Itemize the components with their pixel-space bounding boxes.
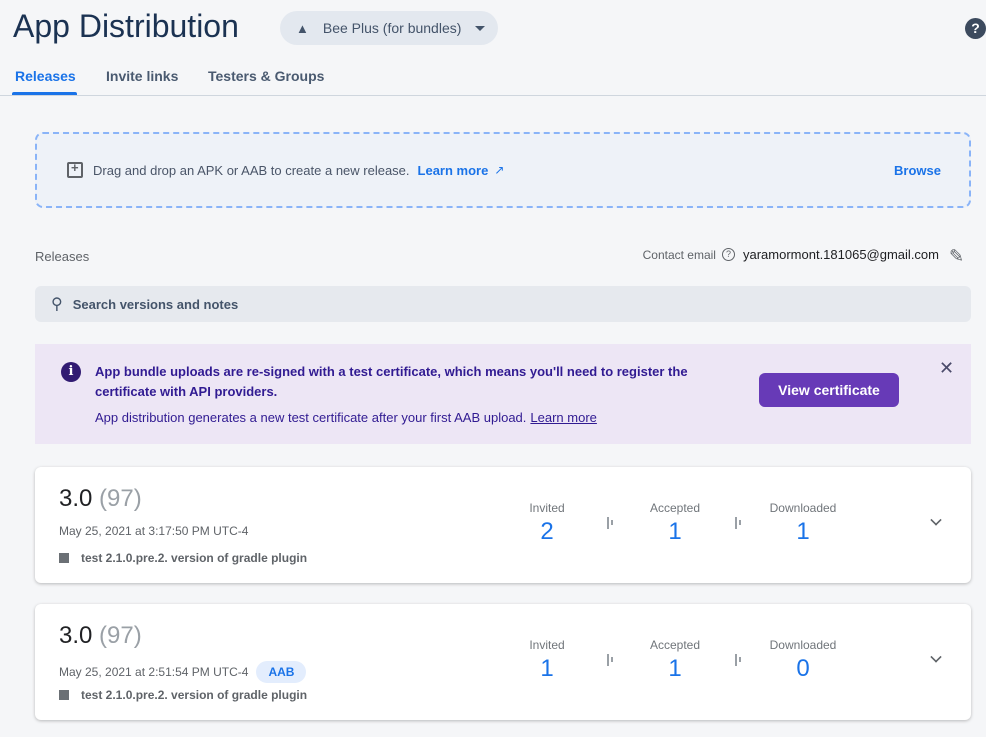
funnel-icon [735, 517, 743, 529]
banner-learn-more-link[interactable]: Learn more [530, 410, 597, 425]
notes-icon [59, 690, 69, 700]
release-date: May 25, 2021 at 2:51:54 PM UTC-4 AAB [59, 661, 307, 683]
edit-pencil-icon[interactable]: ✎ [949, 246, 965, 266]
search-input[interactable] [72, 296, 873, 312]
external-link-icon: ↗ [494, 163, 505, 177]
accepted-stat: Accepted 1 [649, 501, 701, 545]
release-card[interactable]: 3.0 (97) May 25, 2021 at 2:51:54 PM UTC-… [35, 604, 971, 720]
banner-submessage-text: App distribution generates a new test ce… [95, 410, 527, 425]
help-icon[interactable]: ? [965, 18, 986, 39]
tab-releases[interactable]: Releases [15, 68, 76, 84]
downloaded-stat: Downloaded 1 [769, 501, 837, 545]
funnel-icon [735, 654, 743, 666]
learn-more-link[interactable]: Learn more [417, 162, 489, 178]
release-notes: test 2.1.0.pre.2. version of gradle plug… [59, 551, 307, 565]
search-bar: ⚲ [35, 286, 971, 322]
dropzone-text: Drag and drop an APK or AAB to create a … [93, 162, 410, 178]
aab-badge: AAB [256, 661, 307, 683]
invited-stat: Invited 2 [529, 501, 565, 545]
tab-invite-links[interactable]: Invite links [106, 68, 179, 84]
help-circle-icon[interactable]: ? [721, 248, 735, 261]
release-version: 3.0 (97) [59, 485, 142, 512]
banner-message: App bundle uploads are re-signed with a … [95, 364, 688, 399]
build-number: (97) [99, 622, 142, 649]
build-number: (97) [99, 485, 142, 512]
accepted-stat: Accepted 1 [649, 638, 701, 682]
app-selector[interactable]: ▲ Bee Plus (for bundles) [280, 11, 498, 45]
app-selector-label: Bee Plus (for bundles) [322, 20, 462, 36]
releases-label: Releases [35, 249, 90, 264]
release-notes: test 2.1.0.pre.2. version of gradle plug… [59, 688, 307, 702]
info-icon: i [61, 362, 81, 382]
banner-submessage: App distribution generates a new test ce… [95, 410, 597, 425]
add-file-icon [67, 160, 83, 178]
funnel-icon [607, 517, 615, 529]
page-title: App Distribution [13, 8, 239, 44]
notes-icon [59, 553, 69, 563]
release-date: May 25, 2021 at 3:17:50 PM UTC-4 [59, 524, 249, 538]
release-card[interactable]: 3.0 (97) May 25, 2021 at 3:17:50 PM UTC-… [35, 467, 971, 583]
downloaded-stat: Downloaded 0 [769, 638, 837, 682]
contact-email-label: Contact email [642, 247, 716, 262]
android-icon: ▲ [296, 20, 309, 36]
contact-email: Contact email ? yaramormont.181065@gmail… [643, 247, 939, 262]
release-version: 3.0 (97) [59, 622, 142, 649]
upload-dropzone[interactable]: Drag and drop an APK or AAB to create a … [35, 132, 971, 208]
divider [0, 95, 986, 96]
browse-button[interactable]: Browse [894, 162, 941, 178]
caret-down-icon [475, 25, 486, 31]
certificate-banner: i App bundle uploads are re-signed with … [35, 344, 971, 444]
search-icon: ⚲ [51, 296, 63, 313]
tab-testers-groups[interactable]: Testers & Groups [208, 68, 325, 84]
invited-stat: Invited 1 [529, 638, 565, 682]
funnel-icon [607, 654, 615, 666]
chevron-down-icon[interactable] [930, 651, 942, 663]
close-icon[interactable]: ✕ [939, 358, 955, 378]
active-tab-indicator [12, 92, 77, 95]
view-certificate-button[interactable]: View certificate [759, 373, 899, 407]
chevron-down-icon[interactable] [930, 514, 942, 526]
contact-email-value: yaramormont.181065@gmail.com [742, 247, 939, 262]
